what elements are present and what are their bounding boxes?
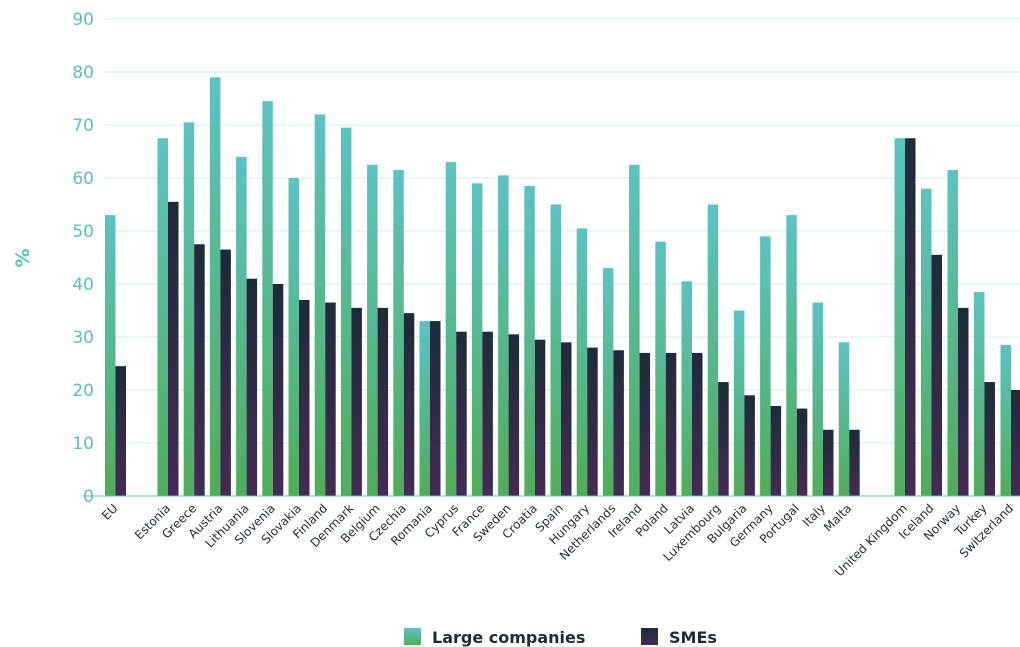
bar-smes — [931, 254, 942, 496]
y-tick-label: 90 — [72, 10, 94, 30]
bar-large-companies — [471, 183, 483, 497]
x-tick-label: Malta — [821, 501, 854, 534]
bar-smes — [246, 278, 258, 496]
bar-large-companies — [524, 185, 535, 496]
bar-large-companies — [393, 170, 404, 497]
bar-smes — [905, 138, 916, 496]
bar-large-companies — [340, 127, 352, 497]
bar-smes — [272, 284, 284, 496]
bar-smes — [508, 334, 520, 496]
y-axis-ticks: 0 10 20 30 40 50 60 70 80 90 — [72, 10, 94, 507]
bar-smes — [796, 408, 808, 496]
bar-smes — [587, 347, 598, 496]
bar-smes — [958, 307, 969, 496]
bar-large-companies — [445, 162, 457, 496]
bar-smes — [534, 339, 546, 496]
bar-smes — [430, 321, 441, 496]
bar-smes — [665, 352, 677, 496]
bar-smes — [351, 307, 362, 496]
x-tick-label: EU — [99, 501, 120, 522]
bar-large-companies — [812, 302, 823, 496]
bar-large-companies — [314, 114, 326, 497]
y-tick-label: 0 — [83, 487, 94, 507]
bar-large-companies — [707, 204, 719, 496]
bar-large-companies — [974, 291, 985, 496]
y-tick-label: 50 — [72, 222, 94, 242]
y-tick-label: 30 — [72, 328, 94, 348]
bar-large-companies — [733, 310, 745, 496]
bar-smes — [115, 366, 126, 496]
bar-smes — [692, 352, 703, 496]
bars — [105, 77, 1020, 497]
bar-smes — [849, 429, 860, 496]
bar-large-companies — [183, 122, 195, 496]
bar-smes — [220, 249, 231, 496]
legend-label-large-companies: Large companies — [432, 628, 585, 647]
bar-smes — [194, 244, 205, 496]
bar-large-companies — [681, 281, 692, 496]
bar-smes — [770, 405, 782, 496]
bar-smes — [325, 302, 336, 496]
bar-large-companies — [498, 175, 509, 496]
y-tick-label: 10 — [72, 434, 94, 454]
bar-smes — [718, 382, 729, 496]
bar-large-companies — [894, 138, 905, 496]
bar-smes — [984, 382, 995, 496]
y-tick-label: 40 — [72, 275, 94, 295]
bar-large-companies — [419, 321, 430, 496]
bar-smes — [299, 299, 310, 496]
bar-large-companies — [288, 178, 299, 496]
y-tick-label: 80 — [72, 63, 94, 83]
bar-large-companies — [602, 268, 614, 496]
bar-smes — [744, 395, 755, 496]
bar-large-companies — [550, 204, 561, 496]
bar-large-companies — [1000, 344, 1011, 496]
bar-large-companies — [947, 170, 958, 497]
bar-smes — [613, 350, 624, 496]
legend-swatch-smes — [641, 628, 658, 645]
y-axis-label: % — [12, 248, 34, 267]
bar-large-companies — [786, 215, 797, 496]
bar-large-companies — [209, 77, 221, 497]
bar-large-companies — [236, 156, 247, 497]
bar-smes — [823, 429, 834, 496]
bar-smes — [377, 307, 389, 496]
bar-smes — [639, 352, 651, 496]
bar-large-companies — [838, 342, 850, 496]
bar-smes — [456, 331, 467, 496]
bar-smes — [168, 201, 179, 496]
y-tick-label: 70 — [72, 116, 94, 136]
x-axis-ticks: EU EstoniaGreeceAustriaLithuaniaSloveniaS… — [99, 501, 1016, 579]
legend-label-smes: SMEs — [669, 628, 717, 647]
legend-swatch-large-companies — [404, 628, 421, 645]
bar-large-companies — [629, 164, 640, 496]
bar-smes — [482, 331, 493, 496]
bar-large-companies — [576, 228, 588, 496]
bar-smes — [1011, 390, 1020, 496]
y-tick-label: 20 — [72, 381, 94, 401]
y-tick-label: 60 — [72, 169, 94, 189]
bar-large-companies — [367, 164, 378, 496]
bar-large-companies — [760, 236, 771, 497]
bar-large-companies — [921, 188, 932, 496]
bar-smes — [561, 342, 572, 496]
legend: Large companies SMEs — [404, 628, 717, 647]
bar-large-companies — [157, 138, 168, 496]
bar-large-companies — [655, 241, 666, 496]
bar-smes — [403, 313, 415, 496]
bar-large-companies — [105, 215, 116, 496]
bar-large-companies — [262, 101, 273, 497]
